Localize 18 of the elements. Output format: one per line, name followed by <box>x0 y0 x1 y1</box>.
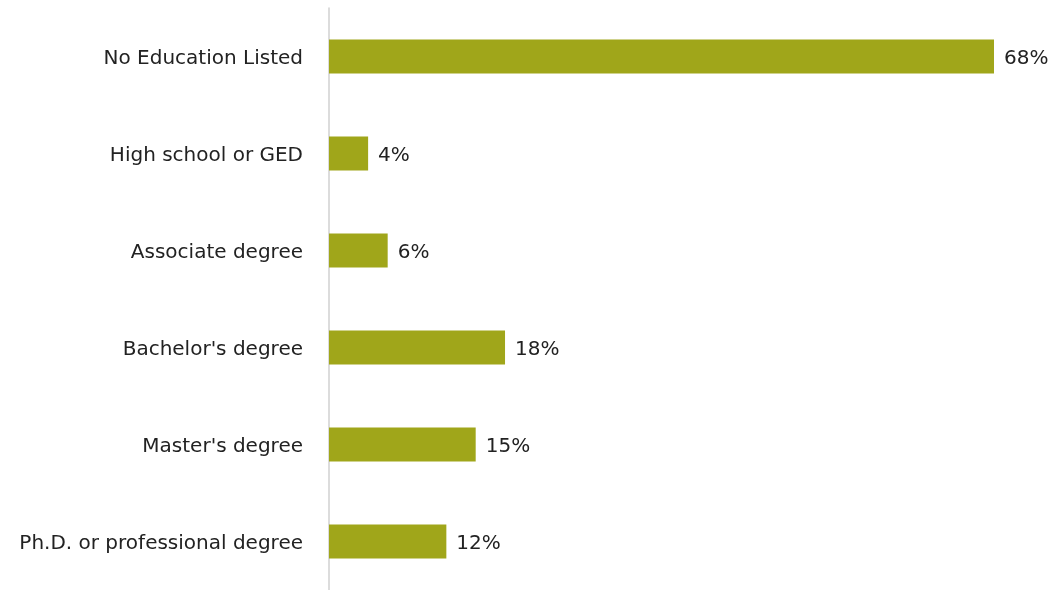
data-label: 18% <box>515 335 560 360</box>
y-tick-label: Bachelor's degree <box>122 335 303 360</box>
bar <box>329 524 447 559</box>
bar <box>329 427 476 462</box>
data-label: 4% <box>378 141 410 166</box>
bar <box>329 330 506 365</box>
y-tick-label: Ph.D. or professional degree <box>19 529 303 554</box>
bar <box>329 39 994 74</box>
y-tick-label: High school or GED <box>109 141 303 166</box>
data-label: 12% <box>456 529 501 554</box>
data-label: 6% <box>397 238 430 263</box>
bar <box>329 233 388 268</box>
data-label: 68% <box>1004 44 1049 69</box>
y-tick-label: Associate degree <box>130 238 303 263</box>
y-tick-label: Master's degree <box>142 432 303 457</box>
y-tick-label: No Education Listed <box>103 44 303 69</box>
bar <box>329 136 369 171</box>
data-label: 15% <box>485 432 531 457</box>
